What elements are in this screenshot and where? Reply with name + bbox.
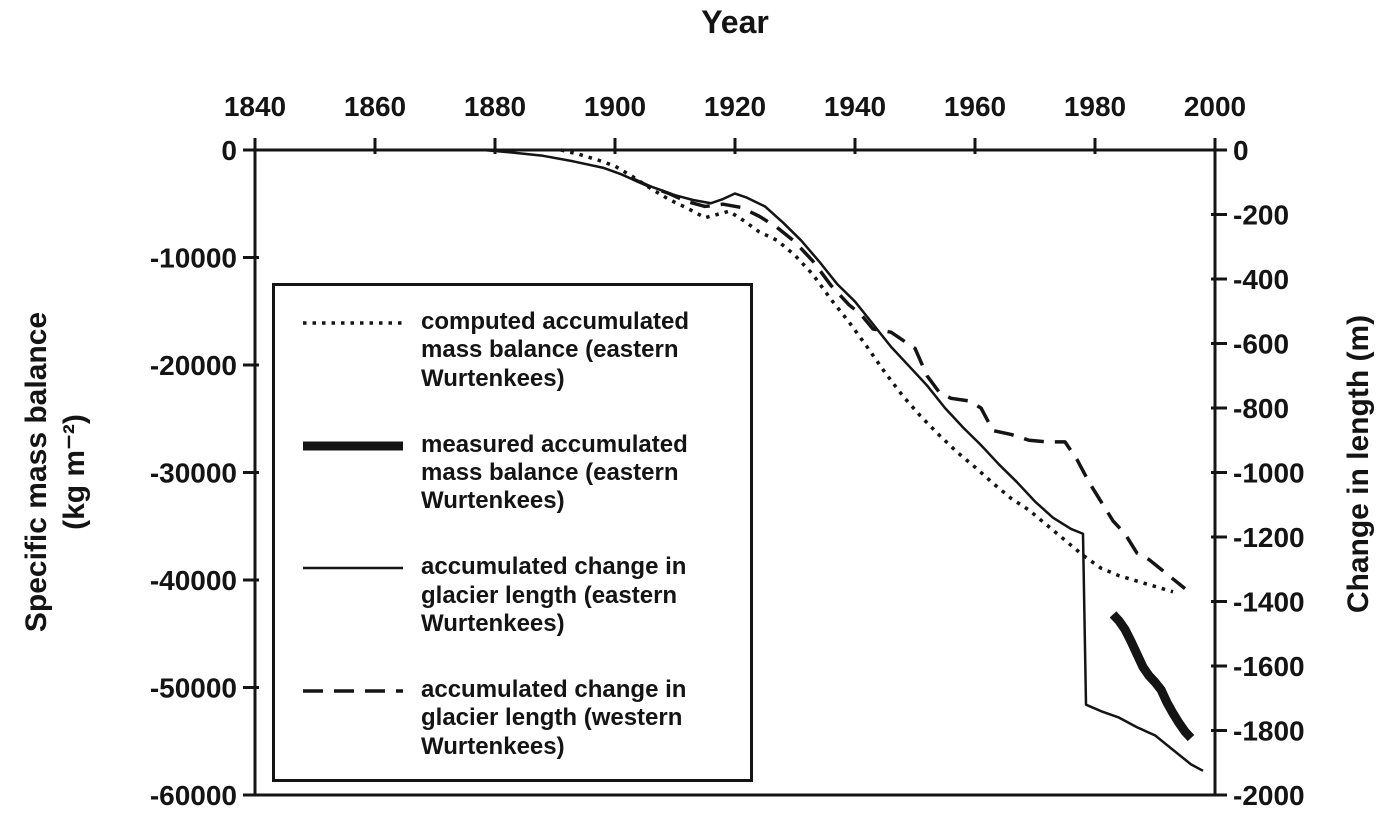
right-y-tick-label: -1800 bbox=[1233, 716, 1305, 747]
legend-line-sample-dashed bbox=[303, 689, 403, 693]
x-tick-label: 1840 bbox=[224, 91, 286, 122]
right-y-tick-label: -1400 bbox=[1233, 587, 1305, 618]
legend-line-sample-dotted bbox=[303, 321, 403, 325]
left-y-tick-label: -40000 bbox=[150, 565, 237, 596]
x-tick-label: 2000 bbox=[1184, 91, 1246, 122]
legend-item: measured accumulated mass balance (easter… bbox=[301, 431, 734, 516]
right-y-tick-label: -200 bbox=[1233, 200, 1289, 231]
series-line-thick bbox=[1109, 611, 1195, 742]
legend-item: accumulated change in glacier length (eas… bbox=[301, 553, 734, 638]
x-tick-label: 1920 bbox=[704, 91, 766, 122]
legend-label: accumulated change in glacier length (eas… bbox=[421, 553, 687, 637]
right-y-tick-label: -600 bbox=[1233, 329, 1289, 360]
x-tick-label: 1900 bbox=[584, 91, 646, 122]
right-y-tick-label: -2000 bbox=[1233, 780, 1305, 811]
left-y-tick-label: 0 bbox=[221, 135, 237, 166]
legend-label: accumulated change in glacier length (wes… bbox=[421, 676, 687, 760]
left-y-tick-label: -50000 bbox=[150, 673, 237, 704]
x-tick-label: 1940 bbox=[824, 91, 886, 122]
left-y-tick-label: -30000 bbox=[150, 458, 237, 489]
x-tick-label: 1860 bbox=[344, 91, 406, 122]
x-tick-label: 1960 bbox=[944, 91, 1006, 122]
series-line-dotted bbox=[560, 148, 1174, 594]
legend-item: computed accumulated mass balance (easter… bbox=[301, 308, 734, 393]
x-tick-label: 1880 bbox=[464, 91, 526, 122]
legend-line-sample-thick bbox=[303, 441, 403, 451]
legend-line-sample-thin bbox=[303, 567, 403, 570]
right-y-tick-label: 0 bbox=[1233, 135, 1249, 166]
left-y-tick-label: -60000 bbox=[150, 780, 237, 811]
x-tick-label: 1980 bbox=[1064, 91, 1126, 122]
right-y-tick-label: -1000 bbox=[1233, 458, 1305, 489]
left-y-tick-label: -10000 bbox=[150, 243, 237, 274]
right-y-tick-label: -1600 bbox=[1233, 651, 1305, 682]
legend-item: accumulated change in glacier length (wes… bbox=[301, 676, 734, 761]
legend-label: measured accumulated mass balance (easter… bbox=[421, 430, 688, 515]
legend-label: computed accumulated mass balance (easter… bbox=[421, 308, 690, 392]
right-y-tick-label: -400 bbox=[1233, 264, 1289, 295]
right-y-tick-label: -1200 bbox=[1233, 522, 1305, 553]
left-y-tick-label: -20000 bbox=[150, 350, 237, 381]
x-axis-title: Year bbox=[701, 4, 769, 40]
series-line-dashed bbox=[632, 177, 1187, 590]
right-y-tick-label: -800 bbox=[1233, 393, 1289, 424]
legend: computed accumulated mass balance (easter… bbox=[272, 283, 753, 782]
